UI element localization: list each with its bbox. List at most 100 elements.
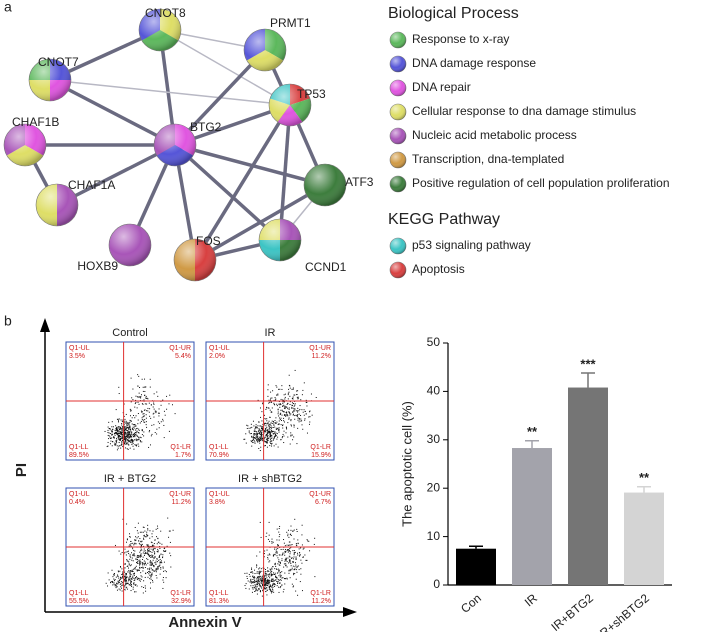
event-dot: [257, 425, 259, 427]
event-dot: [137, 413, 139, 415]
event-dot: [277, 436, 279, 438]
event-dot: [254, 584, 256, 586]
event-dot: [276, 394, 278, 396]
event-dot: [115, 576, 117, 578]
event-dot: [115, 432, 117, 434]
event-dot: [130, 540, 132, 542]
event-dot: [263, 556, 265, 558]
legend-label: p53 signaling pathway: [412, 238, 531, 252]
event-dot: [137, 419, 139, 421]
event-dot: [134, 540, 136, 542]
event-dot: [279, 561, 281, 563]
event-dot: [281, 409, 283, 411]
node-label: PRMT1: [270, 16, 311, 30]
event-dot: [126, 423, 128, 425]
event-dot: [251, 582, 253, 584]
event-dot: [290, 420, 292, 422]
plot-title: IR + BTG2: [104, 473, 156, 485]
event-dot: [267, 442, 269, 444]
network-edge: [278, 104, 292, 241]
event-dot: [137, 432, 139, 434]
event-dot: [118, 577, 120, 579]
bar: [568, 387, 608, 585]
event-dot: [118, 441, 120, 443]
event-dot: [263, 584, 265, 586]
event-dot: [129, 434, 131, 436]
event-dot: [116, 418, 118, 420]
event-dot: [270, 590, 272, 592]
event-dot: [278, 569, 280, 571]
event-dot: [301, 544, 303, 546]
event-dot: [130, 543, 132, 545]
event-dot: [293, 538, 295, 540]
event-dot: [295, 557, 297, 559]
event-dot: [279, 419, 281, 421]
event-dot: [139, 441, 141, 443]
event-dot: [116, 582, 118, 584]
event-dot: [259, 431, 261, 433]
event-dot: [288, 544, 290, 546]
node-label: CHAF1A: [68, 178, 115, 192]
event-dot: [120, 578, 122, 580]
quadrant-name: Q1-LR: [170, 444, 191, 451]
event-dot: [116, 439, 118, 441]
event-dot: [157, 566, 159, 568]
event-dot: [291, 583, 293, 585]
event-dot: [150, 576, 152, 578]
event-dot: [279, 404, 281, 406]
event-dot: [304, 554, 306, 556]
event-dot: [255, 583, 257, 585]
event-dot: [270, 438, 272, 440]
event-dot: [287, 398, 289, 400]
event-dot: [293, 410, 295, 412]
event-dot: [264, 445, 266, 447]
event-dot: [293, 558, 295, 560]
legend-label: Transcription, dna-templated: [412, 152, 564, 166]
event-dot: [283, 407, 285, 409]
event-dot: [287, 408, 289, 410]
event-dot: [169, 541, 171, 543]
event-dot: [134, 435, 136, 437]
event-dot: [121, 568, 123, 570]
event-dot: [290, 544, 292, 546]
event-dot: [272, 390, 274, 392]
event-dot: [152, 549, 154, 551]
event-dot: [263, 414, 265, 416]
event-dot: [309, 416, 311, 418]
event-dot: [151, 556, 153, 558]
event-dot: [128, 433, 130, 435]
event-dot: [168, 536, 170, 538]
event-dot: [142, 413, 144, 415]
event-dot: [294, 403, 296, 405]
event-dot: [266, 587, 268, 589]
event-dot: [108, 421, 110, 423]
event-dot: [118, 436, 120, 438]
event-dot: [159, 542, 161, 544]
event-dot: [260, 434, 262, 436]
event-dot: [256, 426, 258, 428]
event-dot: [123, 439, 125, 441]
quadrant-name: Q1-UL: [209, 345, 230, 352]
event-dot: [301, 534, 303, 536]
arrow: [40, 318, 50, 332]
event-dot: [149, 430, 151, 432]
event-dot: [124, 589, 126, 591]
event-dot: [116, 432, 118, 434]
event-dot: [121, 582, 123, 584]
event-dot: [273, 553, 275, 555]
event-dot: [137, 436, 139, 438]
event-dot: [118, 433, 120, 435]
event-dot: [269, 438, 271, 440]
event-dot: [266, 549, 268, 551]
event-dot: [130, 570, 132, 572]
event-dot: [145, 552, 147, 554]
plot-title: IR + shBTG2: [238, 473, 302, 485]
event-dot: [126, 581, 128, 583]
event-dot: [145, 424, 147, 426]
event-dot: [270, 431, 272, 433]
event-dot: [270, 434, 272, 436]
event-dot: [124, 434, 126, 436]
event-dot: [252, 435, 254, 437]
event-dot: [293, 585, 295, 587]
event-dot: [292, 439, 294, 441]
